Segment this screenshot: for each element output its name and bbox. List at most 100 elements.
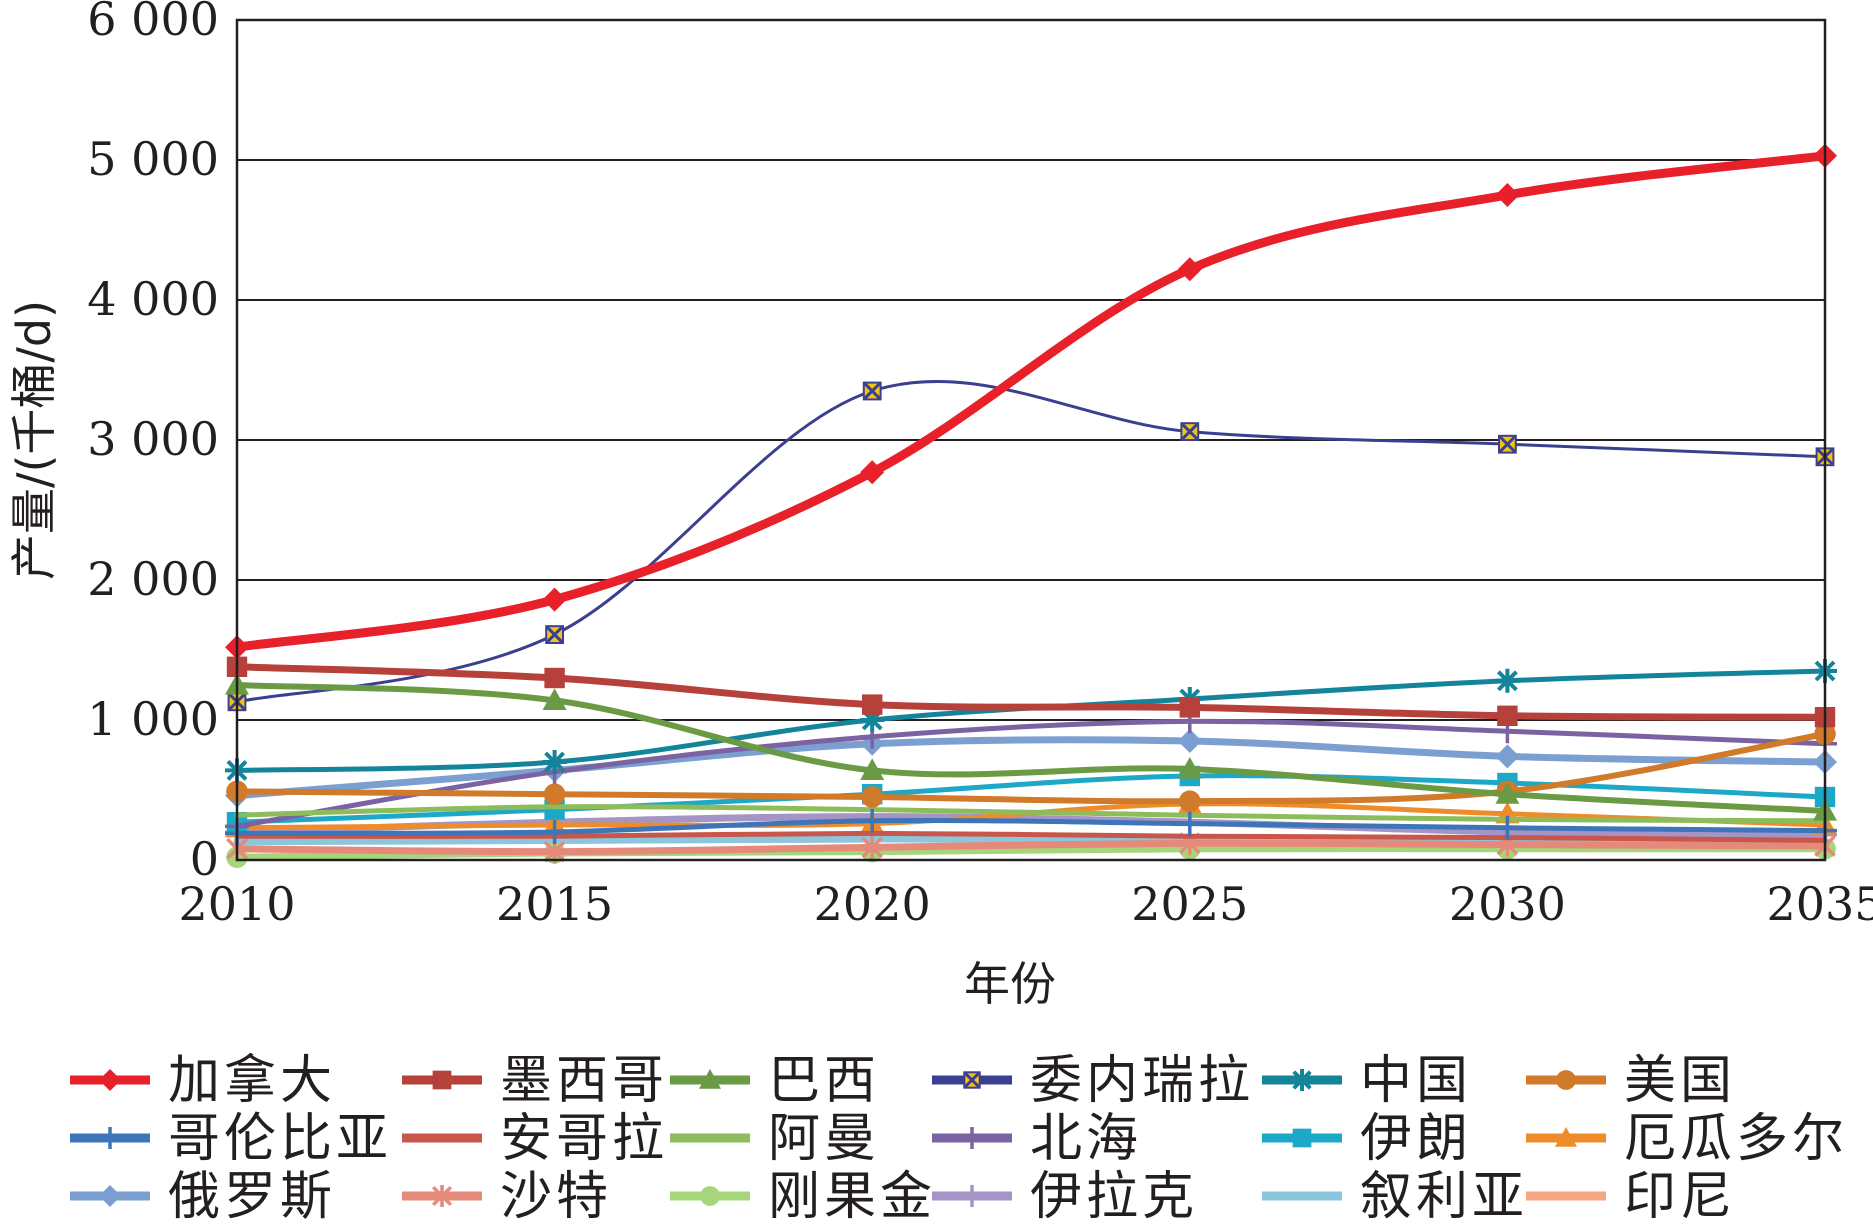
data-point [1495, 668, 1520, 693]
legend-marker [1292, 1128, 1312, 1148]
data-point [1495, 782, 1520, 804]
legend-label: 北海 [1030, 1109, 1142, 1169]
data-point [860, 758, 885, 780]
legend-item: 哥伦比亚 [70, 1109, 388, 1169]
y-tick-label: 1 000 [87, 692, 219, 746]
legend-label: 加拿大 [168, 1051, 336, 1111]
legend-item: 刚果金 [670, 1167, 936, 1227]
series-line [235, 379, 1827, 704]
plot-border [235, 18, 1827, 862]
legend-marker [99, 1127, 121, 1149]
data-point [1177, 757, 1202, 779]
data-point [1495, 815, 1520, 840]
y-tick-label: 6 000 [87, 0, 219, 46]
legend-item: 安哥拉 [402, 1109, 668, 1169]
legend-item: 伊拉克 [932, 1167, 1198, 1227]
legend-marker [961, 1127, 983, 1149]
legend-label: 俄罗斯 [168, 1167, 336, 1227]
legend-marker [99, 1185, 121, 1207]
data-point [1495, 744, 1520, 769]
x-tick-label: 2025 [1131, 877, 1248, 931]
data-point [1497, 705, 1518, 726]
x-tick-label: 2030 [1449, 877, 1566, 931]
legend-item: 巴西 [670, 1051, 876, 1111]
data-point [860, 808, 885, 833]
legend-label: 厄瓜多尔 [1624, 1109, 1848, 1169]
data-point [1179, 790, 1201, 812]
data-point [863, 382, 881, 400]
series-line [234, 830, 1828, 843]
data-point [860, 708, 885, 732]
data-point [1499, 435, 1516, 453]
data-point [861, 835, 884, 860]
series-叙利亚 [233, 835, 1829, 846]
legend-marker [99, 1069, 121, 1091]
legend-item: 俄罗斯 [70, 1167, 336, 1227]
data-point [1495, 183, 1520, 207]
legend-label: 伊朗 [1360, 1109, 1472, 1169]
legend-item: 墨西哥 [402, 1051, 668, 1111]
y-tick-labels: 0 1 000 2 000 3 000 4 000 5 000 6 000 [87, 0, 219, 886]
legend-item: 美国 [1526, 1051, 1736, 1111]
data-point [542, 587, 567, 612]
legend-marker [1556, 1070, 1576, 1090]
legend-item: 中国 [1262, 1051, 1468, 1111]
data-point [860, 460, 885, 485]
x-axis-label: 年份 [964, 957, 1056, 1011]
legend-label: 叙利亚 [1360, 1167, 1528, 1227]
series-line [234, 817, 1828, 836]
legend-marker [432, 1070, 452, 1090]
legend-marker [961, 1185, 983, 1207]
legend-item: 加拿大 [70, 1051, 336, 1111]
legend-label: 印尼 [1624, 1167, 1736, 1227]
data-point [542, 750, 567, 774]
legend-label: 刚果金 [768, 1167, 936, 1227]
series-line [234, 731, 1828, 805]
data-point [1177, 257, 1202, 282]
series-line [234, 804, 1828, 824]
y-tick-label: 0 [190, 832, 219, 886]
data-point [544, 667, 565, 689]
legend-marker [699, 1069, 721, 1089]
legend-item: 委内瑞拉 [932, 1051, 1254, 1111]
data-point [862, 694, 883, 715]
legend-label: 委内瑞拉 [1030, 1051, 1254, 1111]
legend-item: 叙利亚 [1262, 1167, 1528, 1227]
data-point [546, 626, 563, 643]
series-line [233, 663, 1829, 721]
legend-label: 伊拉克 [1030, 1167, 1198, 1227]
legend-item: 厄瓜多尔 [1526, 1109, 1848, 1169]
data-point [1177, 811, 1202, 836]
series-委内瑞拉 [227, 379, 1835, 712]
data-point [1181, 423, 1199, 440]
data-point [861, 786, 883, 808]
series-加拿大 [225, 143, 1837, 660]
legend-item: 沙特 [402, 1167, 608, 1227]
series-line [233, 839, 1829, 856]
y-axis-label: 产量/(千桶/d) [7, 300, 61, 580]
series-安哥拉 [234, 830, 1828, 843]
legend-item: 阿曼 [670, 1109, 880, 1169]
legend-marker [1291, 1069, 1313, 1091]
legend-marker [700, 1186, 720, 1206]
legend-label: 阿曼 [768, 1109, 880, 1169]
legend-label: 安哥拉 [500, 1109, 668, 1169]
legend-item: 伊朗 [1262, 1109, 1472, 1169]
legend-label: 墨西哥 [500, 1051, 668, 1111]
legend-item: 印尼 [1526, 1167, 1736, 1227]
y-tick-label: 4 000 [87, 272, 219, 326]
series-line [234, 718, 1828, 829]
legend-item: 北海 [932, 1109, 1142, 1169]
series-俄罗斯 [225, 729, 1837, 808]
data-point [542, 820, 567, 844]
plot-frame [235, 18, 1827, 862]
legend-label: 美国 [1624, 1051, 1736, 1111]
x-tick-label: 2015 [496, 877, 613, 931]
data-point [542, 688, 567, 710]
series-line [232, 151, 1830, 652]
x-tick-label: 2020 [814, 877, 931, 931]
y-tick-label: 3 000 [87, 412, 219, 466]
series-line [234, 682, 1828, 814]
